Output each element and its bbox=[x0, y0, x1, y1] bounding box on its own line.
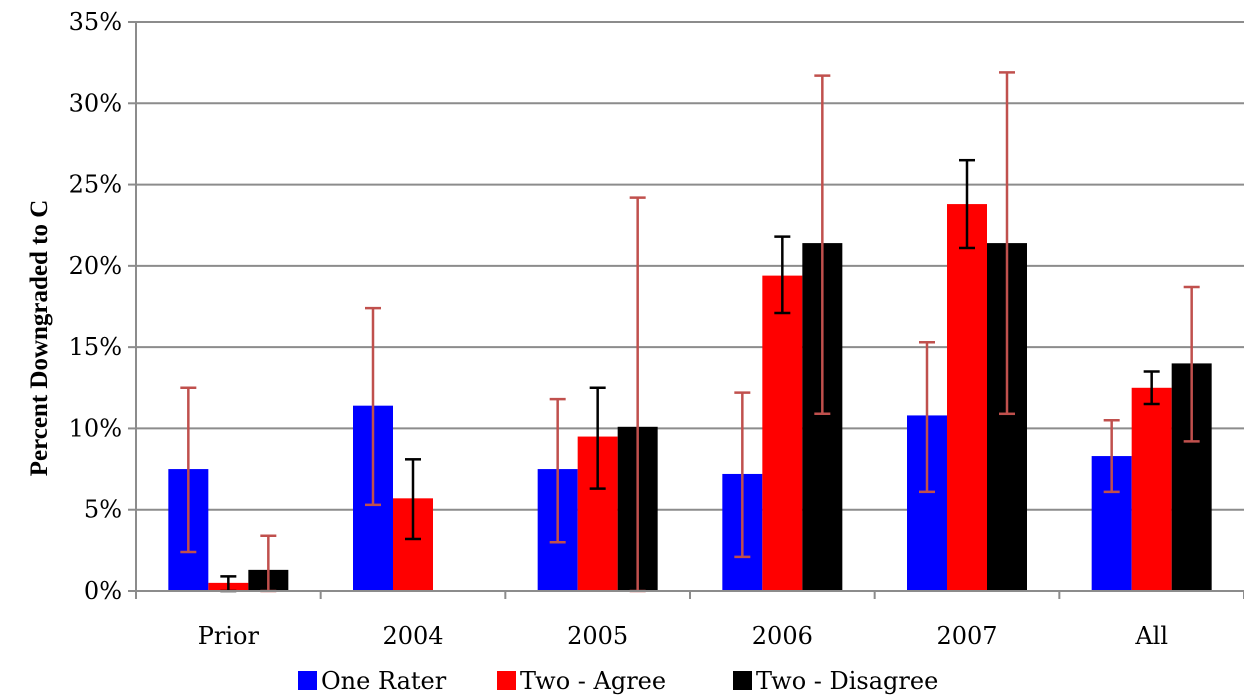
x-tick-label: 2005 bbox=[567, 622, 628, 650]
y-tick-label: 10% bbox=[69, 414, 122, 442]
legend-label: One Rater bbox=[321, 667, 447, 695]
y-tick-label: 5% bbox=[84, 496, 122, 524]
legend-label: Two - Agree bbox=[520, 667, 666, 695]
bars bbox=[168, 204, 1212, 591]
y-tick-label: 15% bbox=[69, 333, 122, 361]
error-bars bbox=[180, 71, 1200, 593]
tick-labels: 0% 5% 10% 15% 20% 25% 30% 35% Prior 2004 2005 2006 2… bbox=[69, 8, 1168, 650]
bar bbox=[947, 204, 987, 591]
gridlines bbox=[136, 21, 1244, 511]
x-tick-label: All bbox=[1134, 622, 1168, 650]
legend-swatch bbox=[497, 671, 516, 690]
x-tick-label: 2007 bbox=[936, 622, 997, 650]
y-tick-label: 20% bbox=[69, 252, 122, 280]
bar bbox=[762, 275, 803, 591]
legend: One Rater Two - Agree Two - Disagree bbox=[298, 667, 938, 695]
bar bbox=[1131, 387, 1172, 591]
x-tick-label: 2006 bbox=[752, 622, 813, 650]
legend-label: Two - Disagree bbox=[756, 667, 938, 695]
x-tick-label: 2004 bbox=[382, 622, 443, 650]
y-axis-title: Percent Downgraded to C bbox=[26, 200, 53, 477]
y-tick-label: 25% bbox=[69, 171, 122, 199]
y-tick-label: 0% bbox=[84, 577, 122, 605]
y-tick-label: 35% bbox=[69, 8, 122, 36]
legend-swatch bbox=[733, 671, 752, 690]
legend-swatch bbox=[298, 671, 317, 690]
y-tick-label: 30% bbox=[69, 89, 122, 117]
axes bbox=[128, 21, 1244, 599]
x-tick-label: Prior bbox=[198, 622, 260, 650]
